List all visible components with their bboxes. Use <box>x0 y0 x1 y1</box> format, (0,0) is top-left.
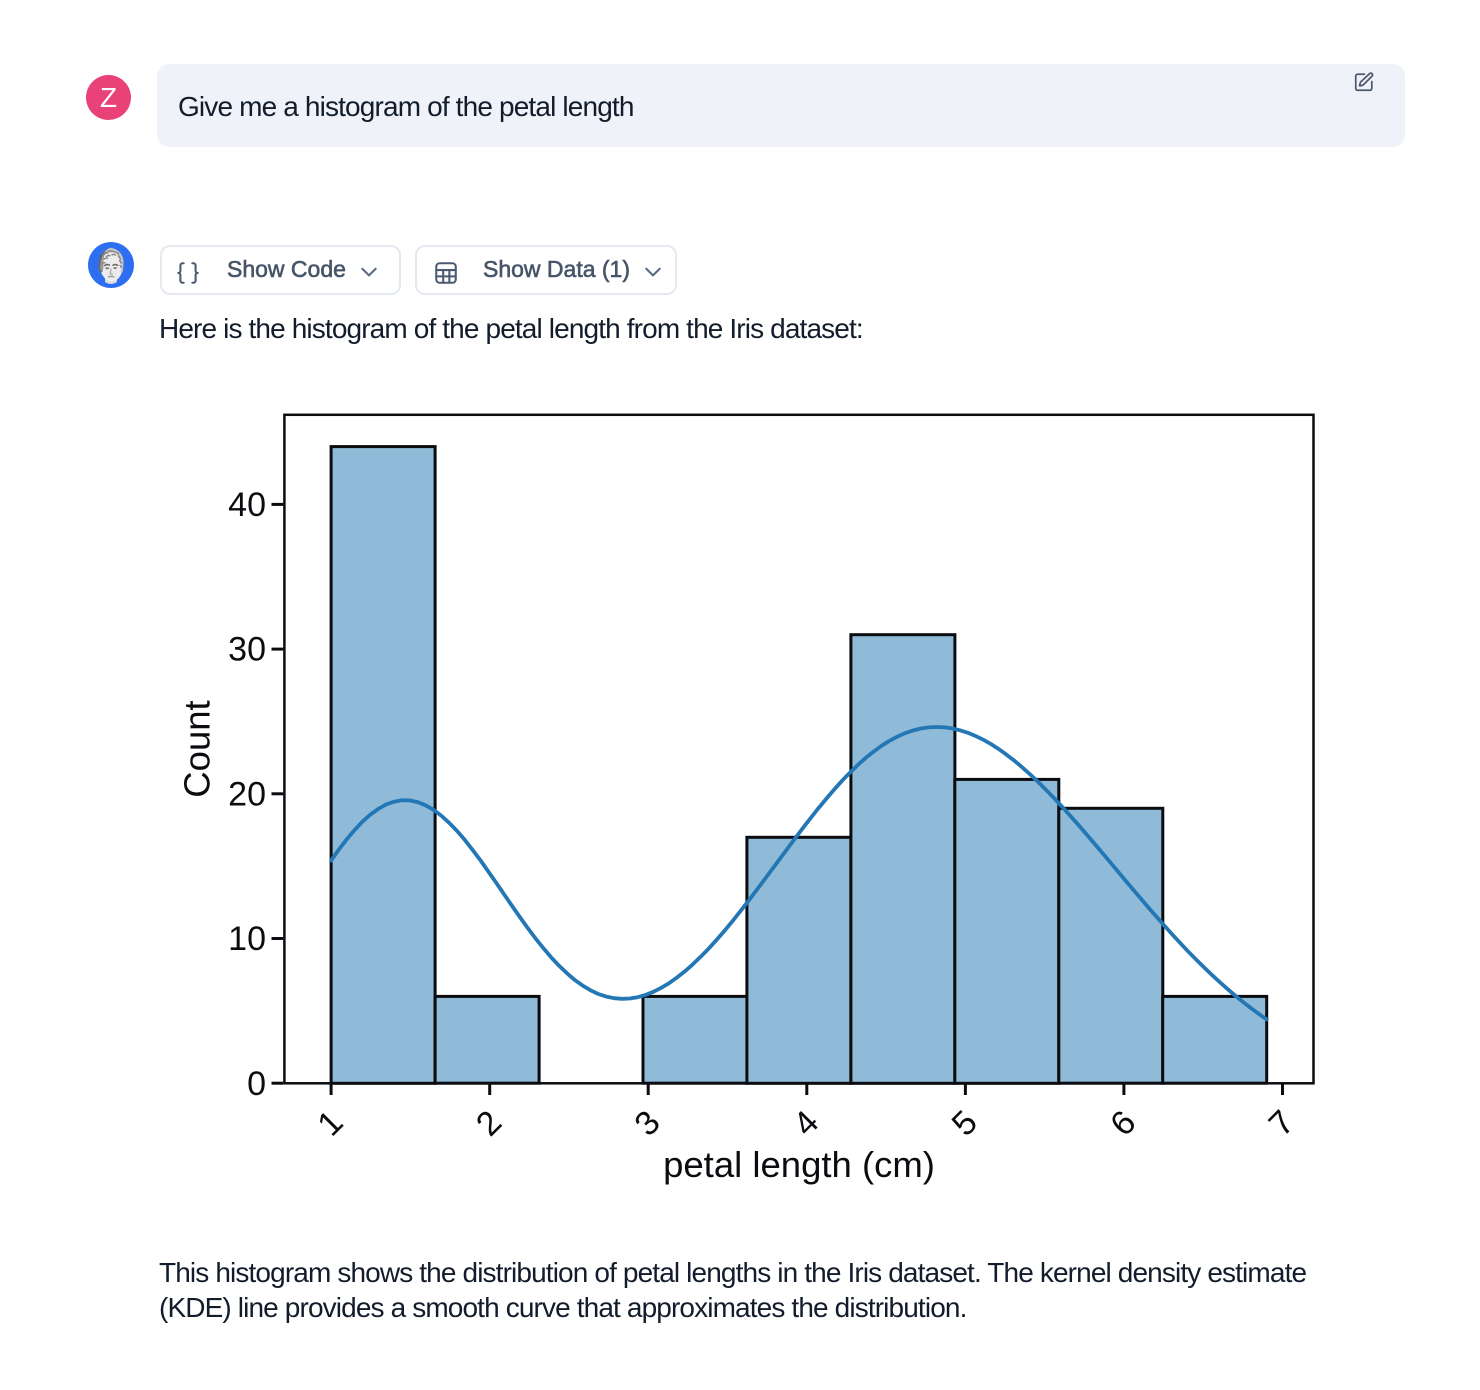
svg-text:4: 4 <box>786 1103 826 1143</box>
svg-text:2: 2 <box>469 1103 509 1143</box>
svg-text:6: 6 <box>1103 1103 1143 1143</box>
svg-text:10: 10 <box>228 920 266 958</box>
svg-text:40: 40 <box>228 486 266 524</box>
svg-text:7: 7 <box>1262 1103 1302 1143</box>
svg-text:30: 30 <box>228 631 266 669</box>
svg-text:0: 0 <box>247 1065 266 1103</box>
svg-text:Count: Count <box>177 700 218 797</box>
svg-text:petal length (cm): petal length (cm) <box>663 1144 935 1185</box>
svg-text:20: 20 <box>228 775 266 813</box>
svg-text:5: 5 <box>945 1103 985 1143</box>
svg-text:1: 1 <box>310 1103 350 1143</box>
svg-text:3: 3 <box>627 1103 667 1143</box>
